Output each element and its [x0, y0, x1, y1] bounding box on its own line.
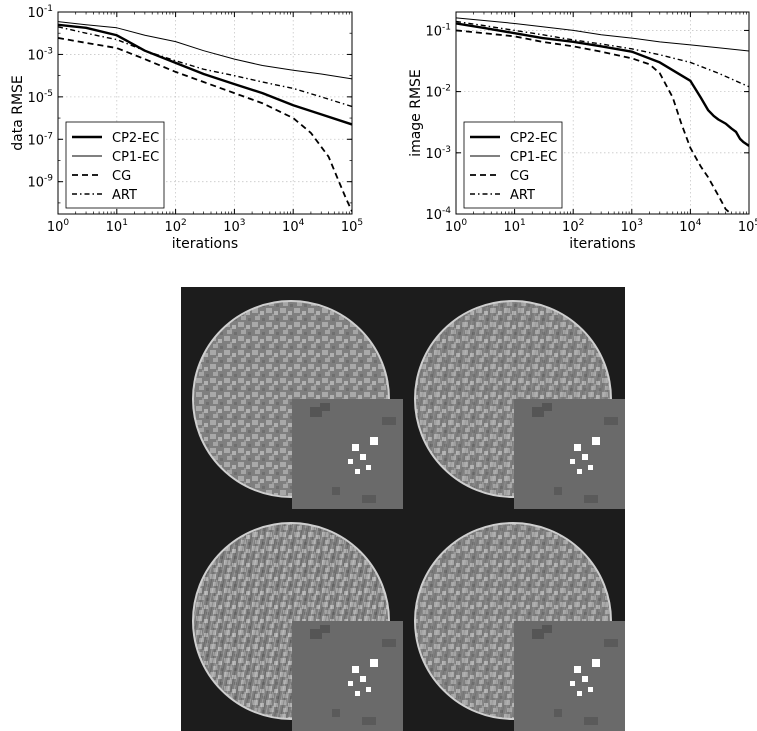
reconstruction-image-bottom-right: [403, 509, 625, 731]
x-tick-label: 100: [445, 218, 468, 235]
y-tick-label: 10-1: [425, 22, 451, 39]
x-axis-label: iterations: [569, 236, 635, 252]
zoom-inset: [514, 621, 625, 731]
bright-pixel: [352, 444, 359, 451]
y-tick-label: 10-2: [425, 84, 451, 101]
x-axis-label: iterations: [172, 236, 238, 252]
series-line-cp2-ec: [456, 22, 749, 147]
bright-pixel: [574, 444, 581, 451]
series-line-cg: [58, 37, 352, 212]
series-line-cg: [456, 29, 732, 214]
bright-pixel: [352, 666, 359, 673]
bright-pixel: [582, 454, 588, 460]
bright-pixel: [574, 666, 581, 673]
legend-entry: CP1-EC: [112, 150, 159, 165]
bright-pixel: [577, 469, 582, 474]
x-tick-label: 104: [282, 218, 305, 235]
zoom-inset: [292, 621, 403, 731]
bright-pixel: [348, 681, 353, 686]
x-tick-label: 102: [562, 218, 584, 235]
y-tick-label: 10-7: [27, 131, 53, 148]
data-rmse-chart: 100 101 102 103 104 105 10-9 10-7 10-5 10-3 10-1 it…: [10, 4, 363, 252]
legend-entry: CP2-EC: [510, 131, 557, 146]
reconstruction-image-bottom-left: [181, 509, 403, 731]
y-axis-label: data RMSE: [10, 75, 26, 151]
bright-pixel: [577, 691, 582, 696]
bright-pixel: [370, 659, 378, 667]
y-tick-label: 10-4: [425, 206, 451, 223]
bright-pixel: [360, 454, 366, 460]
series-line-cp2-ec: [58, 23, 352, 126]
series-line-art: [456, 20, 749, 88]
reconstruction-grid: [181, 287, 625, 731]
x-tick-label: 100: [47, 218, 70, 235]
x-tick-label: 102: [164, 218, 186, 235]
y-tick-label: 10-3: [27, 46, 53, 63]
legend-entry: CP1-EC: [510, 150, 557, 165]
series-line-cp1-ec: [456, 17, 749, 52]
bright-pixel: [592, 659, 600, 667]
series-line-art: [58, 26, 352, 108]
x-tick-label: 101: [106, 218, 128, 235]
bright-pixel: [366, 465, 371, 470]
y-axis-label: image RMSE: [408, 69, 424, 157]
zoom-inset: [514, 399, 625, 509]
bright-pixel: [360, 676, 366, 682]
x-tick-label: 103: [223, 218, 245, 235]
y-tick-label: 10-9: [27, 174, 53, 191]
image-rmse-chart: 100 101 102 103 104 105 10-4 10-3 10-2 10-1 iterat…: [408, 11, 757, 252]
plot-frame: [57, 11, 353, 215]
x-tick-label: 105: [738, 218, 757, 235]
bright-pixel: [592, 437, 600, 445]
bright-pixel: [348, 459, 353, 464]
bright-pixel: [366, 687, 371, 692]
reconstruction-image-top-right: [403, 287, 625, 509]
x-tick-label: 104: [679, 218, 702, 235]
legend-entry: CG: [510, 169, 529, 184]
bright-pixel: [570, 459, 575, 464]
bright-pixel: [355, 691, 360, 696]
legend-entry: CP2-EC: [112, 131, 159, 146]
bright-pixel: [370, 437, 378, 445]
y-tick-label: 10-1: [27, 4, 53, 21]
bright-pixel: [582, 676, 588, 682]
x-tick-label: 101: [503, 218, 525, 235]
reconstruction-image-top-left: [181, 287, 403, 509]
zoom-inset: [292, 399, 403, 509]
bright-pixel: [588, 687, 593, 692]
legend-entry: ART: [112, 188, 137, 203]
legend-entry: ART: [510, 188, 535, 203]
legend: CP2-EC CP1-EC CG ART: [65, 121, 165, 209]
plot-frame: [455, 11, 750, 215]
bright-pixel: [355, 469, 360, 474]
series-line-cp1-ec: [58, 21, 352, 80]
bright-pixel: [588, 465, 593, 470]
legend-entry: CG: [112, 169, 131, 184]
x-tick-label: 105: [341, 218, 363, 235]
legend: CP2-EC CP1-EC CG ART: [463, 121, 563, 209]
bright-pixel: [570, 681, 575, 686]
x-tick-label: 103: [621, 218, 643, 235]
y-tick-label: 10-3: [425, 145, 451, 162]
y-tick-label: 10-5: [27, 89, 53, 106]
